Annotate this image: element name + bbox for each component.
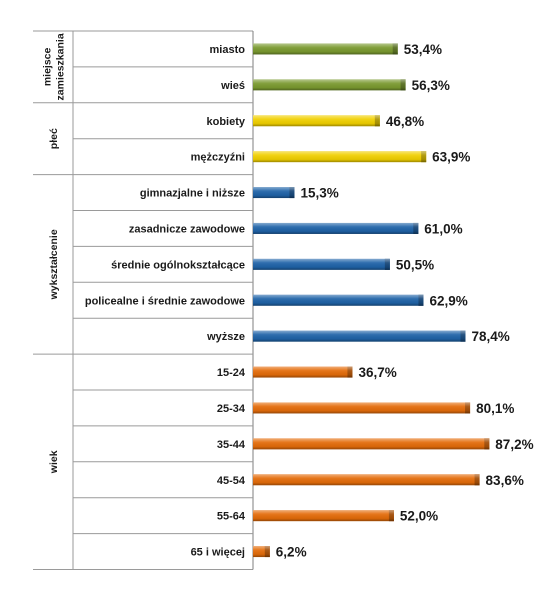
value-label: 62,9%	[429, 293, 467, 308]
bar-shading	[253, 294, 424, 306]
bar-shading	[253, 187, 295, 199]
bar-end-cap-shading	[460, 330, 466, 342]
bar-shading	[253, 366, 353, 378]
bar-shading	[253, 79, 406, 91]
value-label: 83,6%	[486, 473, 524, 488]
category-label: wyższe	[206, 331, 245, 343]
value-label: 56,3%	[412, 78, 450, 93]
category-label: 65 i więcej	[191, 547, 245, 559]
bar-shading	[253, 151, 427, 163]
category-label: 35-44	[217, 439, 246, 451]
group-label-line: wykształcenie	[48, 229, 60, 300]
bar-end-cap-shading	[413, 222, 419, 234]
value-labels: 53,4% 56,3% 46,8% 63,9% 15,3% 61,0% 50,5% 62,9%…	[276, 42, 534, 560]
bar-end-cap-shading	[388, 510, 394, 522]
value-label: 78,4%	[471, 329, 509, 344]
bar-shading	[253, 546, 270, 558]
bar-shading	[253, 402, 471, 414]
category-label: średnie ogólnokształcące	[111, 259, 245, 271]
bar-end-cap-shading	[384, 258, 390, 270]
group-label-line: miejsce	[42, 47, 54, 86]
bar-shading	[253, 330, 466, 342]
group-label: miejscezamieszkania	[42, 33, 67, 100]
category-label: kobiety	[206, 116, 245, 128]
bar-end-cap-shading	[474, 474, 480, 486]
bar-shading	[253, 258, 390, 270]
category-label: 45-54	[217, 475, 246, 487]
category-label: mężczyźni	[191, 152, 245, 164]
value-label: 61,0%	[424, 221, 462, 236]
bar-shading	[253, 438, 490, 450]
value-label: 46,8%	[386, 114, 424, 129]
bar-shading	[253, 474, 480, 486]
category-label: 15-24	[217, 367, 246, 379]
bar-end-cap-shading	[392, 43, 398, 55]
value-label: 52,0%	[400, 509, 438, 524]
bar-end-cap-shading	[421, 151, 427, 163]
group-label: wiek	[48, 450, 60, 474]
value-label: 63,9%	[432, 150, 470, 165]
group-labels: miejscezamieszkania płeć wykształcenie wiek	[42, 33, 67, 474]
group-label-line: wiek	[48, 450, 60, 474]
group-label: wykształcenie	[48, 229, 60, 300]
chart-frame	[33, 30, 254, 570]
value-label: 50,5%	[396, 257, 434, 272]
group-label: płeć	[48, 128, 60, 149]
group-label-line: płeć	[48, 128, 60, 149]
category-label: policealne i średnie zawodowe	[85, 295, 245, 307]
value-label: 87,2%	[495, 437, 533, 452]
bar-end-cap-shading	[465, 402, 471, 414]
value-label: 36,7%	[358, 365, 396, 380]
category-label: wieś	[220, 80, 245, 92]
bar-end-cap-shading	[418, 294, 424, 306]
value-label: 80,1%	[476, 401, 514, 416]
category-labels: miasto wieś kobiety mężczyźni gimnazjalne i …	[85, 44, 246, 559]
bar-shading	[253, 43, 398, 55]
bar-shading	[253, 115, 380, 127]
bar-end-cap-shading	[289, 187, 295, 199]
bar-end-cap-shading	[264, 546, 270, 558]
group-label-line: zamieszkania	[55, 33, 67, 100]
category-label: zasadnicze zawodowe	[129, 223, 245, 235]
value-label: 53,4%	[404, 42, 442, 57]
bar-end-cap-shading	[347, 366, 353, 378]
bar-end-cap-shading	[484, 438, 490, 450]
value-label: 6,2%	[276, 545, 307, 560]
bar-end-cap-shading	[400, 79, 406, 91]
bar-end-cap-shading	[374, 115, 380, 127]
category-label: gimnazjalne i niższe	[140, 188, 245, 200]
category-label: 55-64	[217, 511, 246, 523]
bar-shading	[253, 222, 419, 234]
category-label: 25-34	[217, 403, 246, 415]
bar-shading	[253, 510, 394, 522]
value-label: 15,3%	[300, 186, 338, 201]
category-label: miasto	[210, 44, 246, 56]
bars	[253, 43, 490, 558]
